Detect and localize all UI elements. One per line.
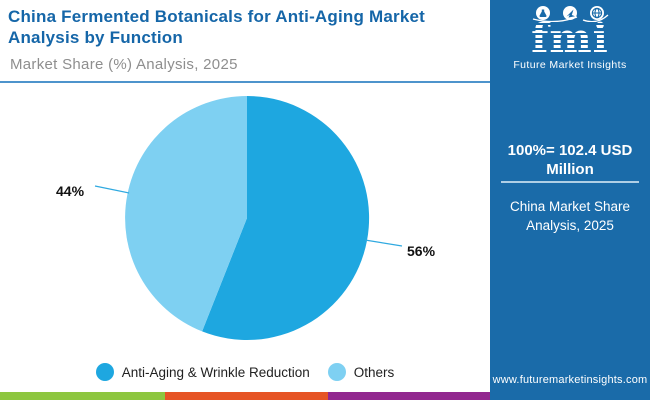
pie-slice [125,96,247,332]
header-divider [0,81,490,83]
legend-item-anti-aging: Anti-Aging & Wrinkle Reduction [95,363,310,381]
sidebar-divider [501,181,639,183]
fmi-logo-wordmark: fmi [490,19,650,59]
globe-icon [590,6,604,20]
chart-subtitle: Market Share (%) Analysis, 2025 [10,56,238,73]
pie-slice [202,95,370,340]
legend-swatch-anti-aging-icon [95,363,114,381]
flask-icon [536,6,550,20]
footer-stripe-purple [328,392,490,400]
logo-swoosh-right [582,14,609,22]
legend-label-anti-aging: Anti-Aging & Wrinkle Reduction [121,364,310,380]
pie-label-anti-aging: 56% [407,243,436,259]
rocket-icon [563,6,577,20]
market-share-caption: China Market Share Analysis, 2025 [509,199,631,233]
legend-swatch-others-icon [327,363,346,381]
fmi-logo-subtitle: Future Market Insights [513,59,627,71]
brand-sidebar: fmi Future Market Insights 100%= 102.4 U… [490,0,650,400]
leader-line-56 [364,239,403,247]
pie-slices [125,95,370,340]
footer-stripe-green [0,392,165,400]
website-url: www.futuremarketinsights.com [492,374,648,386]
chart-panel: China Fermented Botanicals for Anti-Agin… [0,7,490,400]
chart-title: China Fermented Botanicals for Anti-Agin… [8,7,426,47]
legend-item-others: Others [327,363,395,381]
pie-label-others: 44% [56,183,85,199]
footer-stripe [0,392,490,400]
legend-label-others: Others [353,364,395,380]
market-size-note: 100%= 102.4 USD Million [507,142,633,178]
leader-line-44 [94,185,130,194]
footer-stripe-orange [165,392,328,400]
fmi-logo: fmi Future Market Insights [490,6,650,71]
fmi-logo-icons [490,6,650,22]
legend: Anti-Aging & Wrinkle Reduction Others [0,358,490,386]
logo-icons-art [532,6,609,22]
pie-chart [94,95,403,340]
